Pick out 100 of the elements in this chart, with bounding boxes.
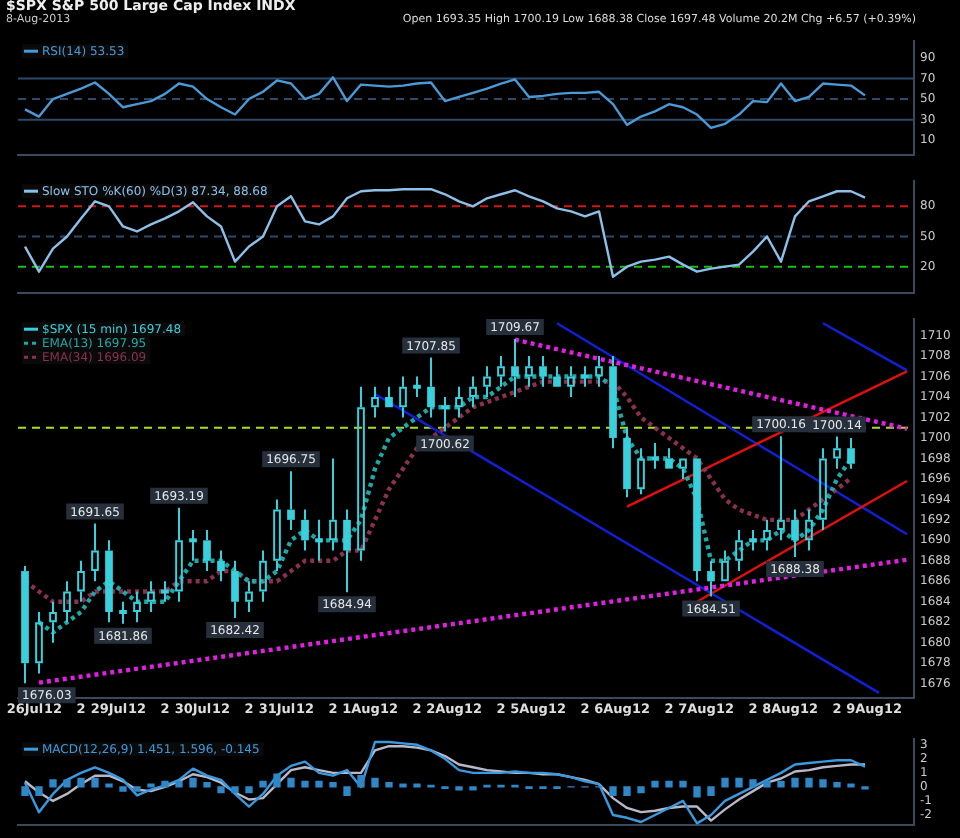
candlestick [329,457,337,552]
candlestick [343,508,351,594]
candlestick [189,529,197,562]
bar [175,780,183,788]
candlestick [371,385,379,419]
candlestick [175,506,183,603]
bar [35,786,43,796]
bar [91,777,99,788]
bar [735,777,743,788]
candlestick [427,356,435,419]
candlestick [203,529,211,573]
bar [665,780,673,788]
bar [203,782,211,788]
candlestick [805,508,813,552]
candlestick [385,385,393,408]
bar [707,786,715,796]
candlestick [217,549,225,583]
bar [805,777,813,788]
bar [609,786,617,796]
candlestick [609,355,617,450]
candlestick [637,447,645,496]
candlestick [21,564,29,685]
candlestick [833,435,841,470]
candlestick [399,375,407,419]
candlestick [77,559,85,603]
bar [721,777,729,788]
bar [273,773,281,788]
bar [259,780,267,788]
candlestick [623,426,631,499]
bar [637,786,645,794]
bar [385,782,393,788]
candlestick [553,365,561,387]
bar [763,780,771,788]
bar [693,786,701,798]
bar [651,780,659,788]
bar [357,775,365,788]
candlestick [707,559,715,598]
bar [623,786,631,796]
bar [77,777,85,788]
bar [329,782,337,788]
bar [49,779,57,788]
candlestick [273,498,281,573]
candlestick [497,355,505,388]
candlestick [581,365,589,388]
bar [777,780,785,788]
candlestick [105,539,113,624]
candlestick [511,337,519,399]
candlestick [231,559,239,619]
bar [245,786,253,794]
candlestick [259,549,267,603]
candlestick [63,580,71,624]
candlestick [749,529,757,552]
bar [133,786,141,792]
bar [63,779,71,788]
candlestick [651,442,659,470]
bar [819,779,827,788]
candlestick [595,355,603,388]
candlestick [287,470,295,532]
bar [343,786,351,796]
candlestick [147,580,155,613]
bar [791,777,799,788]
candlestick [35,611,43,675]
candlestick [161,580,169,603]
bar [833,782,841,788]
candlestick [455,385,463,419]
bar [161,780,169,788]
candlestick [777,435,785,542]
candlestick [693,458,701,583]
bar [749,779,757,788]
candlestick [567,365,575,399]
bar [301,780,309,788]
bar [287,777,295,788]
bar [119,786,127,792]
bar [231,786,239,794]
bar [679,780,687,788]
candlestick [791,508,799,558]
candlestick [721,549,729,582]
candlestick [819,447,827,532]
candlestick [315,518,323,562]
candlestick [665,447,673,469]
candlestick [245,580,253,613]
bar [217,786,225,794]
candlestick [483,365,491,399]
candlestick [413,375,421,399]
bar [189,777,197,788]
bar [21,786,29,796]
bar [371,777,379,788]
candlestick [469,375,477,409]
candlestick [357,385,365,562]
candlestick [441,396,449,433]
candlestick [539,355,547,388]
candlestick [301,508,309,552]
candlestick [49,600,57,644]
candlestick [133,590,141,624]
candlestick [763,518,771,552]
candlestick [847,436,855,470]
candlestick [735,529,743,573]
bar [315,780,323,788]
candlestick [679,458,687,480]
candlestick [525,355,533,388]
